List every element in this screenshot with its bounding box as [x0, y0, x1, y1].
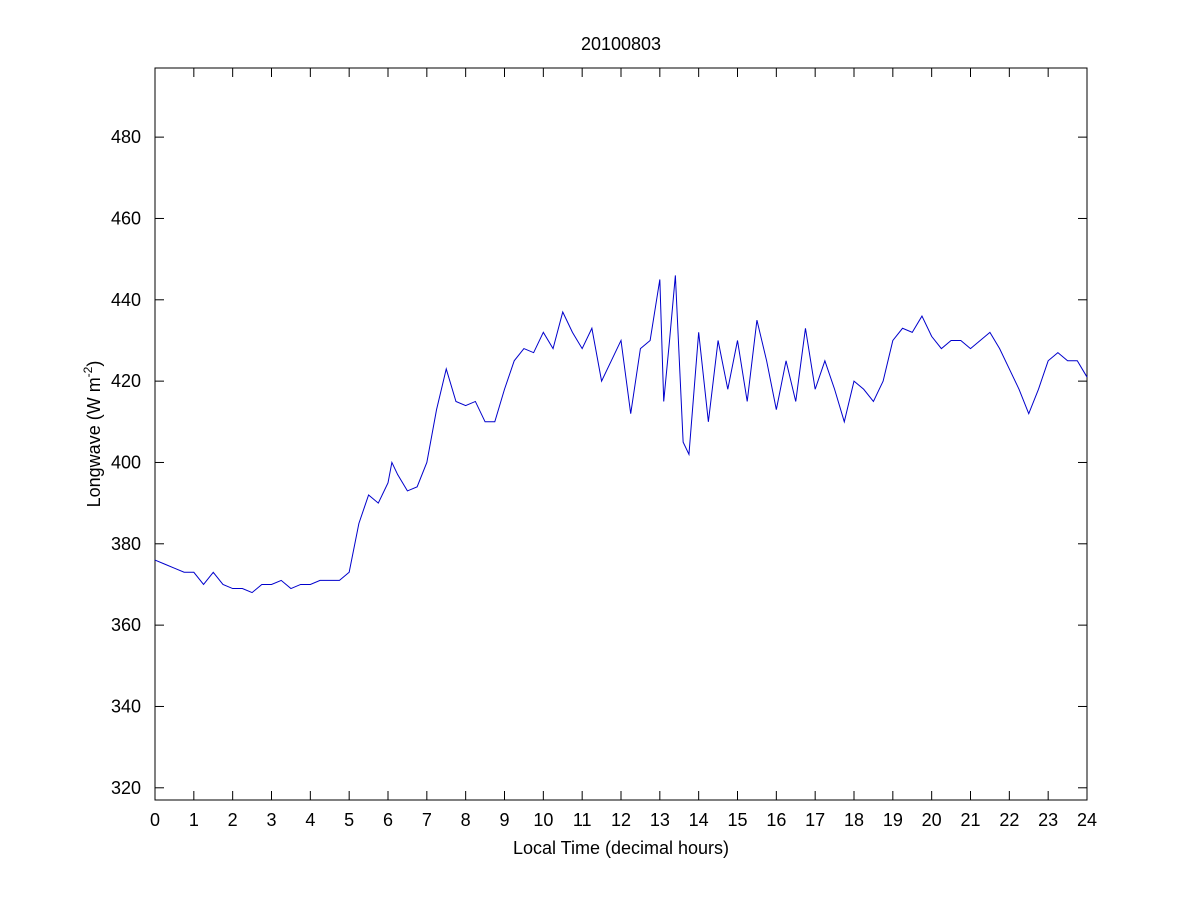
x-tick-label: 12	[611, 810, 631, 830]
y-tick-label: 420	[111, 371, 141, 391]
x-tick-label: 1	[189, 810, 199, 830]
x-tick-label: 10	[533, 810, 553, 830]
x-tick-label: 19	[883, 810, 903, 830]
y-tick-label: 440	[111, 290, 141, 310]
x-tick-label: 15	[727, 810, 747, 830]
x-tick-label: 8	[461, 810, 471, 830]
x-tick-label: 22	[999, 810, 1019, 830]
x-tick-label: 16	[766, 810, 786, 830]
y-tick-label: 480	[111, 127, 141, 147]
x-tick-label: 13	[650, 810, 670, 830]
x-tick-label: 18	[844, 810, 864, 830]
y-axis-label-sup: -2	[81, 366, 95, 377]
y-tick-label: 460	[111, 208, 141, 228]
y-tick-label: 320	[111, 778, 141, 798]
x-tick-label: 3	[266, 810, 276, 830]
chart-title: 20100803	[581, 34, 661, 54]
y-axis-label-text: Longwave (W m	[84, 377, 104, 507]
data-line	[154, 275, 1088, 594]
x-axis-label: Local Time (decimal hours)	[513, 838, 729, 858]
y-tick-label: 340	[111, 696, 141, 716]
x-tick-label: 6	[383, 810, 393, 830]
x-tick-label: 21	[960, 810, 980, 830]
x-tick-label: 23	[1038, 810, 1058, 830]
y-tick-label: 380	[111, 534, 141, 554]
x-tick-label: 2	[228, 810, 238, 830]
x-tick-label: 5	[344, 810, 354, 830]
x-tick-label: 17	[805, 810, 825, 830]
x-tick-label: 11	[573, 810, 592, 830]
x-tick-label: 9	[499, 810, 509, 830]
x-tick-label: 24	[1077, 810, 1097, 830]
y-axis-label: Longwave (W m-2)	[81, 361, 104, 508]
x-tick-label: 7	[422, 810, 432, 830]
y-axis-label-end: )	[84, 361, 104, 367]
x-tick-label: 0	[150, 810, 160, 830]
x-tick-label: 20	[922, 810, 942, 830]
x-tick-label: 14	[689, 810, 709, 830]
x-tick-label: 4	[305, 810, 315, 830]
y-tick-label: 360	[111, 615, 141, 635]
y-tick-label: 400	[111, 452, 141, 472]
